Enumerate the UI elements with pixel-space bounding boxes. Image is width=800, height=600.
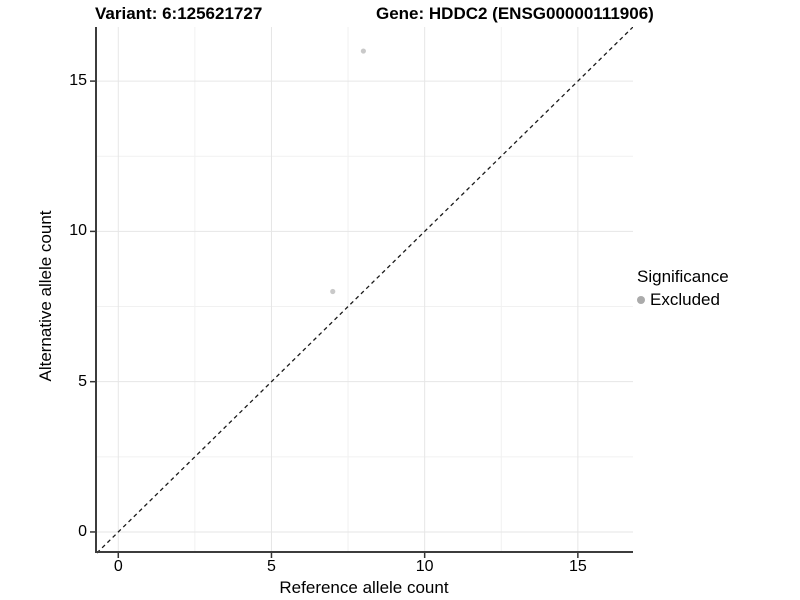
- y-axis-title: Alternative allele count: [36, 210, 55, 382]
- x-tick-label: 5: [267, 558, 276, 575]
- legend-item-excluded: Excluded: [637, 290, 729, 310]
- gene-title: Gene: HDDC2 (ENSG00000111906): [376, 4, 654, 23]
- variant-title: Variant: 6:125621727: [95, 4, 263, 23]
- y-tick-label: 15: [69, 72, 87, 90]
- y-tick-label: 5: [78, 372, 87, 390]
- data-point: [330, 288, 336, 295]
- legend-point-icon: [637, 296, 645, 304]
- plot-canvas: [90, 27, 633, 558]
- x-tick-label: 0: [113, 558, 123, 575]
- data-point: [360, 48, 366, 54]
- legend: Significance Excluded: [637, 267, 729, 310]
- y-tick-label: 0: [78, 522, 87, 540]
- x-tick-label: 10: [415, 558, 434, 575]
- legend-item-label: Excluded: [650, 290, 720, 309]
- identity-dashed-line: [96, 27, 633, 554]
- x-tick-label: 15: [568, 558, 587, 575]
- legend-title: Significance: [637, 267, 729, 286]
- x-axis-title: Reference allele count: [279, 578, 449, 597]
- y-tick-label: 10: [69, 222, 87, 240]
